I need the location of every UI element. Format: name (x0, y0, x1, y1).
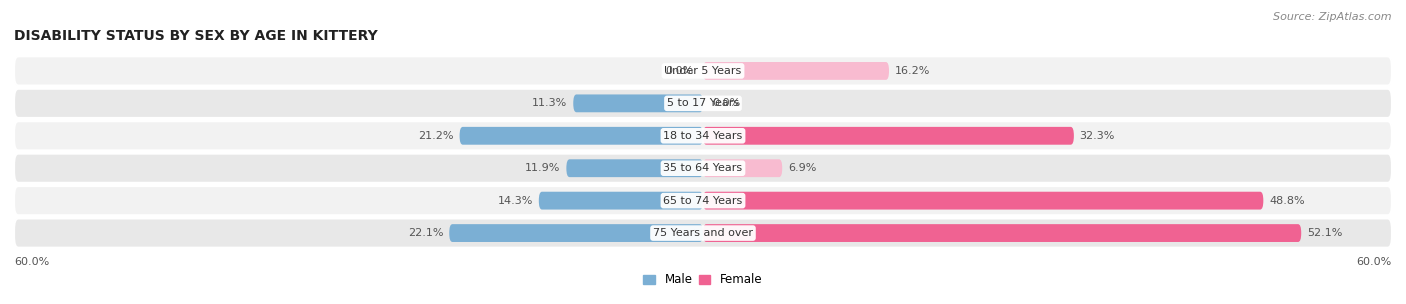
FancyBboxPatch shape (703, 159, 782, 177)
Text: Source: ZipAtlas.com: Source: ZipAtlas.com (1274, 12, 1392, 22)
Text: 65 to 74 Years: 65 to 74 Years (664, 196, 742, 206)
Text: 48.8%: 48.8% (1270, 196, 1305, 206)
Text: 11.3%: 11.3% (533, 98, 568, 108)
Text: 75 Years and over: 75 Years and over (652, 228, 754, 238)
FancyBboxPatch shape (703, 127, 1074, 145)
FancyBboxPatch shape (703, 192, 1264, 209)
Text: 22.1%: 22.1% (408, 228, 443, 238)
Text: 0.0%: 0.0% (713, 98, 741, 108)
Text: 11.9%: 11.9% (526, 163, 561, 173)
FancyBboxPatch shape (460, 127, 703, 145)
FancyBboxPatch shape (14, 56, 1392, 85)
Text: 18 to 34 Years: 18 to 34 Years (664, 131, 742, 141)
Text: 21.2%: 21.2% (419, 131, 454, 141)
FancyBboxPatch shape (14, 154, 1392, 183)
Text: 16.2%: 16.2% (894, 66, 931, 76)
Text: 6.9%: 6.9% (787, 163, 817, 173)
Text: 52.1%: 52.1% (1308, 228, 1343, 238)
Legend: Male, Female: Male, Female (644, 273, 762, 286)
FancyBboxPatch shape (567, 159, 703, 177)
FancyBboxPatch shape (703, 62, 889, 80)
Text: 60.0%: 60.0% (14, 257, 49, 268)
FancyBboxPatch shape (14, 121, 1392, 150)
FancyBboxPatch shape (574, 95, 703, 112)
FancyBboxPatch shape (703, 224, 1301, 242)
Text: Under 5 Years: Under 5 Years (665, 66, 741, 76)
FancyBboxPatch shape (14, 89, 1392, 118)
Text: 0.0%: 0.0% (665, 66, 693, 76)
FancyBboxPatch shape (14, 186, 1392, 215)
Text: 5 to 17 Years: 5 to 17 Years (666, 98, 740, 108)
FancyBboxPatch shape (538, 192, 703, 209)
Text: DISABILITY STATUS BY SEX BY AGE IN KITTERY: DISABILITY STATUS BY SEX BY AGE IN KITTE… (14, 29, 378, 43)
Text: 32.3%: 32.3% (1080, 131, 1115, 141)
FancyBboxPatch shape (450, 224, 703, 242)
Text: 60.0%: 60.0% (1357, 257, 1392, 268)
Text: 14.3%: 14.3% (498, 196, 533, 206)
FancyBboxPatch shape (14, 219, 1392, 248)
Text: 35 to 64 Years: 35 to 64 Years (664, 163, 742, 173)
